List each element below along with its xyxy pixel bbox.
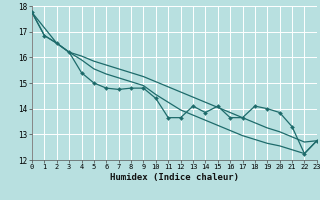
X-axis label: Humidex (Indice chaleur): Humidex (Indice chaleur) [110,173,239,182]
